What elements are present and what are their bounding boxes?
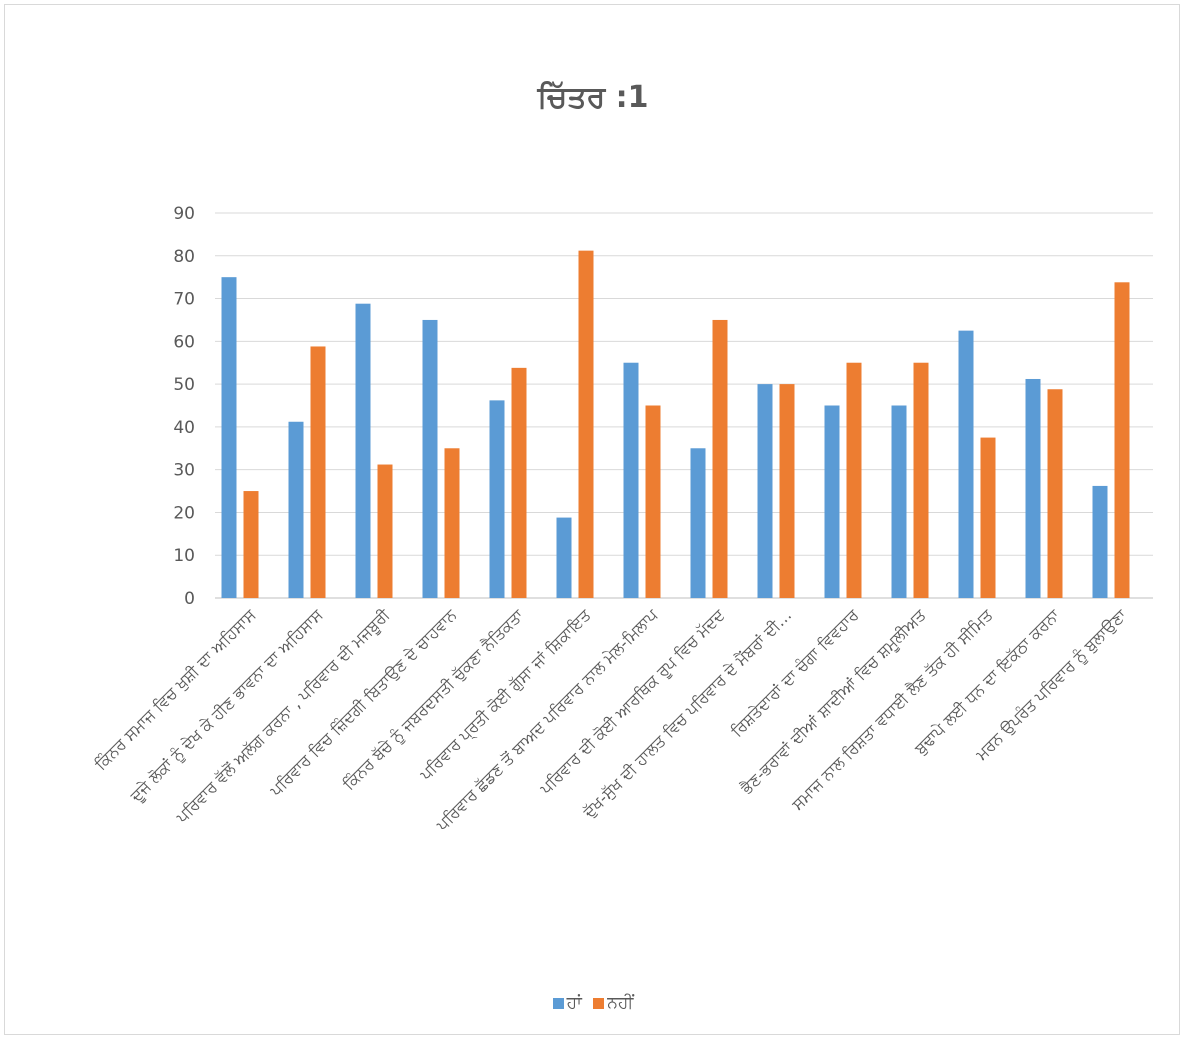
bar-yes <box>891 405 907 598</box>
chart-title: ਚਿੱਤਰ :1 <box>537 80 649 115</box>
bar-no <box>980 437 996 598</box>
y-tick-label: 10 <box>173 546 195 566</box>
y-axis-ticks: 0 10 20 30 40 50 60 70 80 90 <box>173 204 195 609</box>
y-tick-label: 80 <box>173 247 195 267</box>
bar-yes <box>690 448 706 598</box>
legend-label-no: ਨਹੀਂ <box>607 993 634 1013</box>
bar-no <box>310 346 326 598</box>
bar-no <box>511 367 527 598</box>
bar-no <box>377 464 393 598</box>
bar-yes <box>489 400 505 598</box>
bar-no <box>913 362 929 598</box>
legend-swatch-no <box>593 997 605 1009</box>
legend-swatch-yes <box>552 997 564 1009</box>
y-tick-label: 0 <box>184 589 195 609</box>
y-tick-label: 50 <box>173 375 195 395</box>
y-tick-label: 70 <box>173 290 195 310</box>
bar-no <box>712 319 728 598</box>
bar-yes <box>623 362 639 598</box>
bar-yes <box>288 421 304 598</box>
bar-no <box>645 405 661 598</box>
y-tick-label: 90 <box>173 204 195 224</box>
bar-yes <box>1092 485 1108 598</box>
bar-no <box>578 250 594 598</box>
legend-item-no: ਨਹੀਂ <box>593 993 633 1013</box>
bar-no <box>243 491 259 598</box>
bar-no <box>779 384 795 598</box>
bar-no <box>1047 389 1063 598</box>
legend: ਹਾਂ ਨਹੀਂ <box>0 993 1186 1014</box>
bar-yes <box>757 384 773 598</box>
x-axis-ticks: ਕਿੰਨਰ ਸਮਾਜ ਵਿਚ ਖੁਸ਼ੀ ਦਾ ਅਹਿਸਾਸਦੂਜੇ ਲੋਕਾਂ… <box>90 605 1131 835</box>
bar-yes <box>422 319 438 598</box>
legend-item-yes: ਹਾਂ <box>552 993 582 1013</box>
bar-no <box>1114 282 1130 598</box>
bar-yes <box>355 303 371 598</box>
bar-no <box>846 362 862 598</box>
x-tick-label: ਰਿਸ਼ਤੇਦਾਰਾਂ ਦਾ ਚੰਗਾ ਵਿਵਹਾਰ <box>727 605 864 742</box>
bars <box>221 250 1130 598</box>
legend-label-yes: ਹਾਂ <box>566 993 582 1013</box>
bar-yes <box>1025 378 1041 598</box>
bar-no <box>444 448 460 598</box>
bar-yes <box>824 405 840 598</box>
y-tick-label: 20 <box>173 503 195 523</box>
y-tick-label: 60 <box>173 332 195 352</box>
y-tick-label: 40 <box>173 418 195 438</box>
bar-yes <box>958 330 974 598</box>
bar-yes <box>221 277 237 598</box>
bar-yes <box>556 517 572 598</box>
y-tick-label: 30 <box>173 461 195 481</box>
gridlines <box>215 212 1153 599</box>
